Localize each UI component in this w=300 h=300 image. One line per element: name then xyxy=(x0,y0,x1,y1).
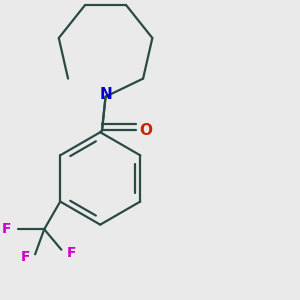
Text: F: F xyxy=(2,222,12,236)
Text: N: N xyxy=(99,87,112,102)
Text: F: F xyxy=(20,250,30,264)
Text: O: O xyxy=(139,123,152,138)
Text: F: F xyxy=(67,245,76,260)
